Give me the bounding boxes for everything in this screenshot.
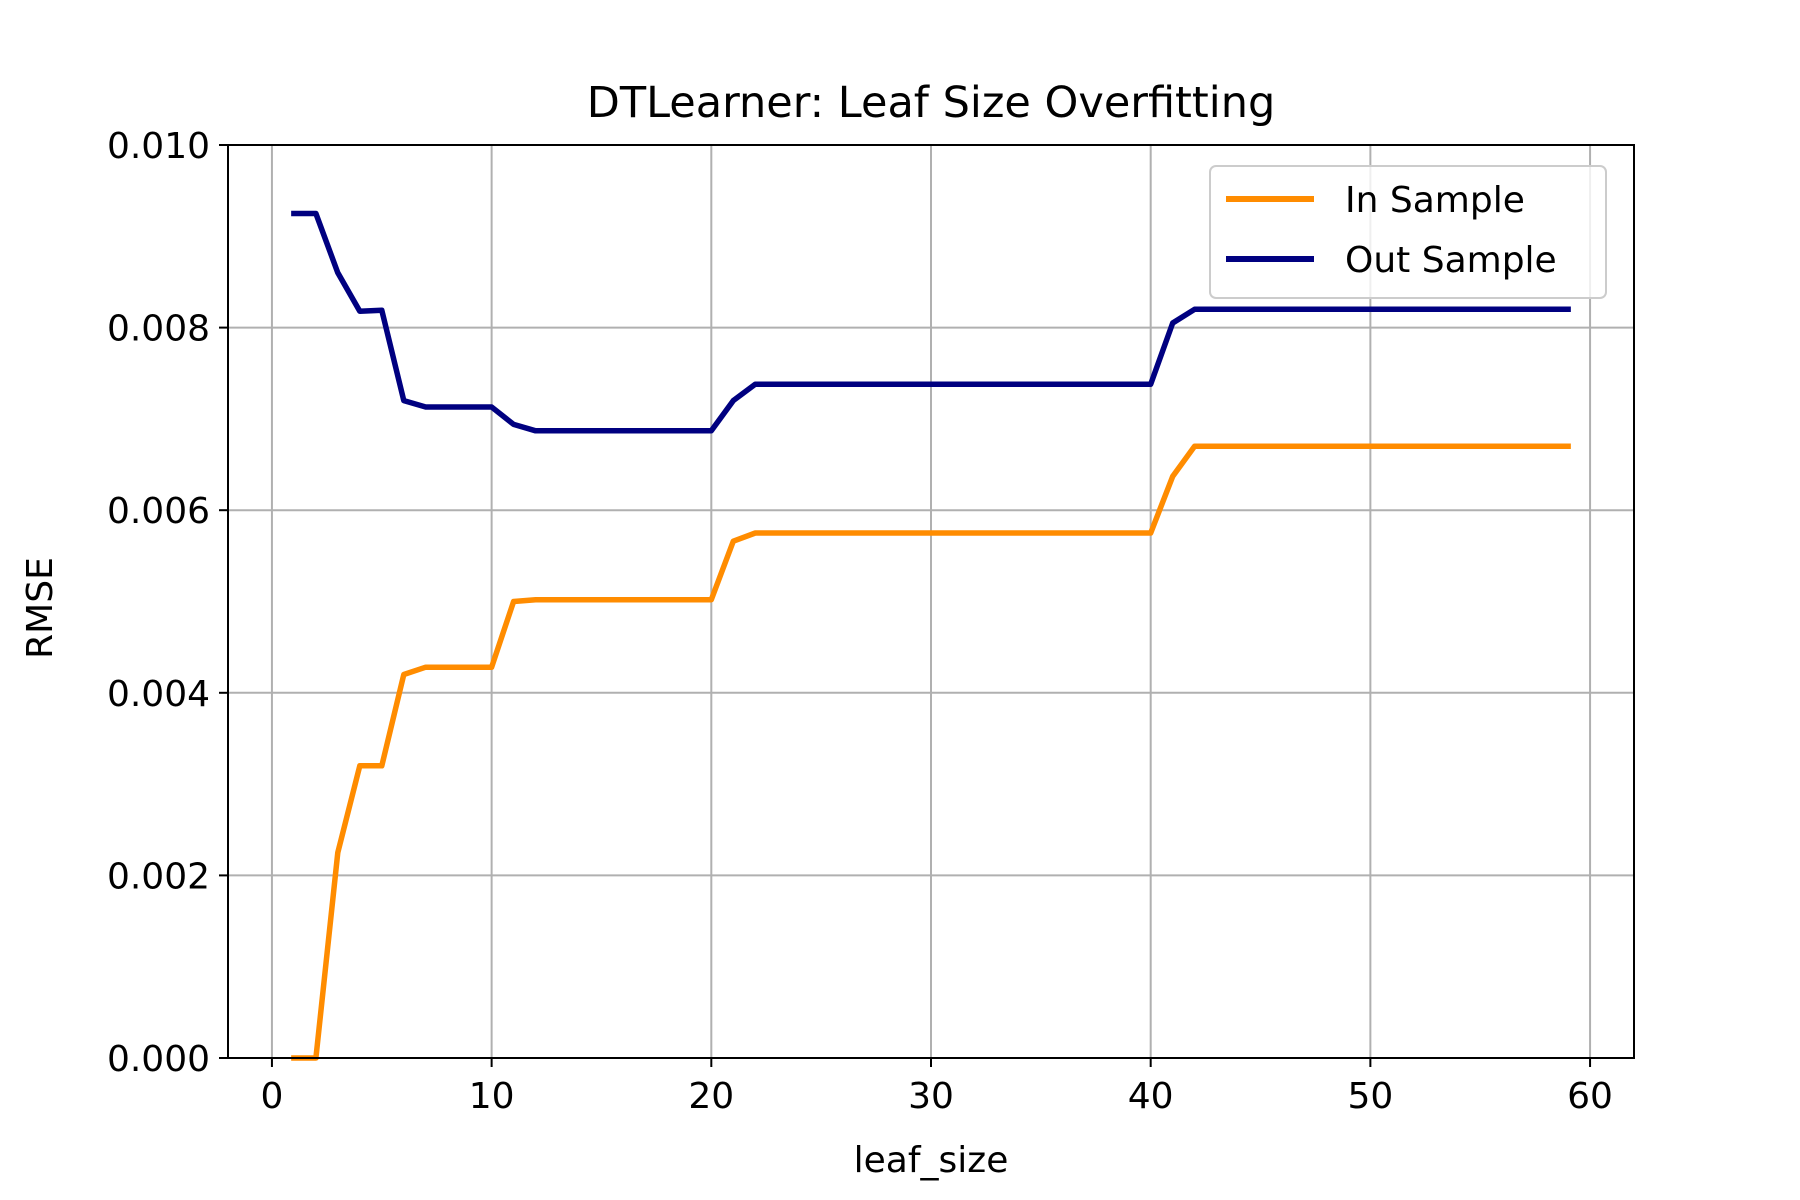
y-axis-ticks: 0.000 0.002 0.004 0.006 0.008 0.010 bbox=[107, 126, 228, 1080]
y-tick-label: 0.004 bbox=[107, 674, 210, 715]
legend: In Sample Out Sample bbox=[1209, 165, 1607, 299]
legend-label-in-sample: In Sample bbox=[1345, 180, 1525, 221]
x-tick-label: 10 bbox=[469, 1076, 515, 1117]
series-line-in-sample bbox=[291, 443, 1571, 1061]
y-tick-label: 0.008 bbox=[107, 309, 210, 350]
series-lines bbox=[291, 210, 1571, 1061]
x-tick-label: 0 bbox=[260, 1076, 283, 1117]
x-tick-label: 20 bbox=[688, 1076, 734, 1117]
y-tick-label: 0.010 bbox=[107, 126, 210, 167]
x-axis-ticks: 0 10 20 30 40 50 60 bbox=[260, 1058, 1613, 1117]
series-line-out-sample bbox=[291, 210, 1571, 434]
y-tick-label: 0.000 bbox=[107, 1039, 210, 1080]
y-tick-label: 0.002 bbox=[107, 856, 210, 897]
chart-title: DTLearner: Leaf Size Overfitting bbox=[587, 78, 1276, 128]
x-tick-label: 40 bbox=[1128, 1076, 1174, 1117]
x-tick-label: 60 bbox=[1567, 1076, 1613, 1117]
legend-label-out-sample: Out Sample bbox=[1345, 240, 1557, 281]
y-axis-label: RMSE bbox=[20, 557, 61, 659]
y-tick-label: 0.006 bbox=[107, 491, 210, 532]
x-axis-label: leaf_size bbox=[854, 1140, 1009, 1181]
x-tick-label: 30 bbox=[908, 1076, 954, 1117]
x-tick-label: 50 bbox=[1347, 1076, 1393, 1117]
